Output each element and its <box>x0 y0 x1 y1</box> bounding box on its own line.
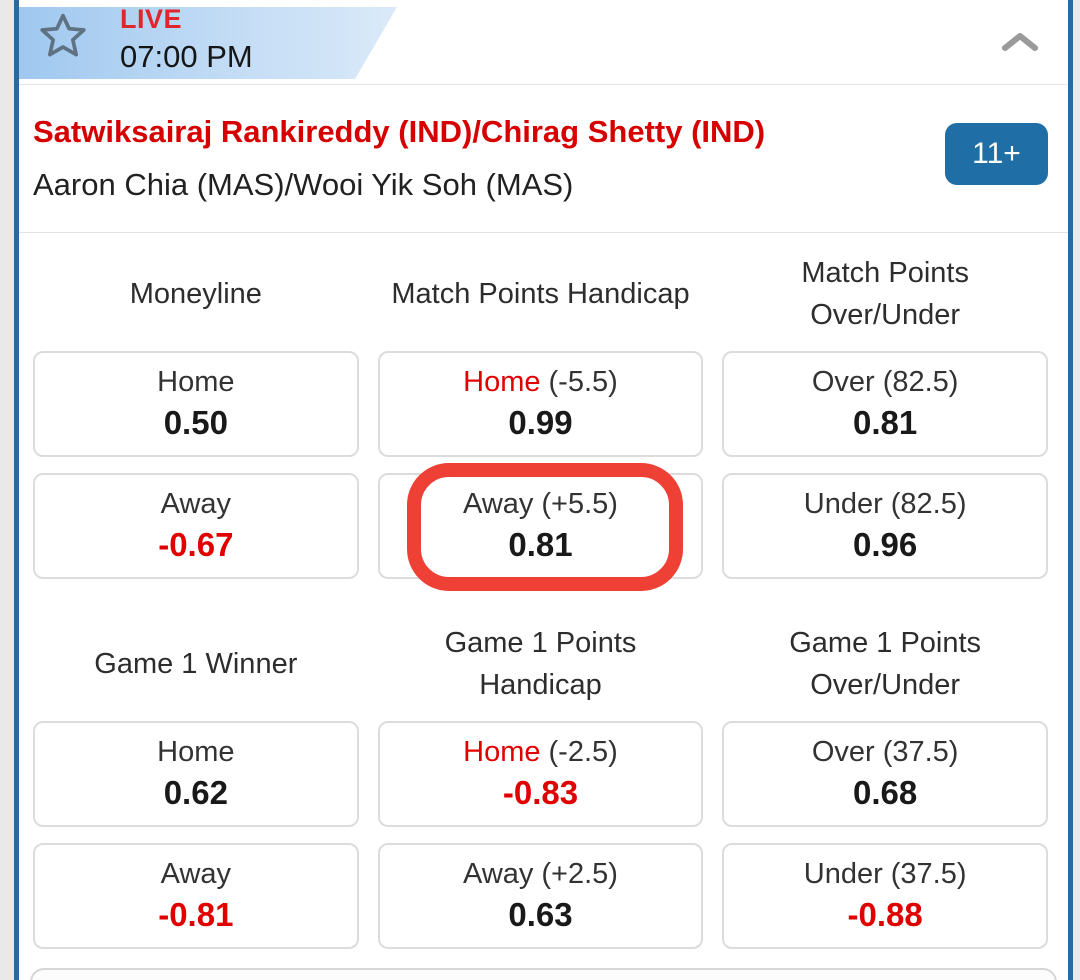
odds-line: (82.5) <box>882 366 959 399</box>
odds-handicap: (-5.5) <box>548 366 618 399</box>
odds-value: -0.83 <box>502 773 579 811</box>
odds-value: 0.96 <box>853 525 918 563</box>
odds-cell-moneyline-away[interactable]: Away -0.67 <box>33 473 359 579</box>
odds-handicap: (+2.5) <box>541 858 618 891</box>
game1-markets-band: Game 1 Winner Game 1 Points Handicap Gam… <box>19 623 1068 949</box>
odds-label: Under <box>803 858 883 891</box>
market-header-game1-winner: Game 1 Winner <box>94 648 298 680</box>
market-header-game1-over-under: Game 1 Points Over/Under <box>789 627 982 701</box>
odds-label: Over <box>811 736 875 769</box>
odds-cell-match-over[interactable]: Over (82.5) 0.81 <box>722 351 1048 457</box>
match-card: LIVE 07:00 PM Satwiksairaj Rankireddy (I… <box>14 0 1073 980</box>
odds-label: Over <box>811 366 875 399</box>
odds-value: 0.81 <box>853 403 918 441</box>
odds-value: 0.68 <box>853 773 918 811</box>
odds-value: -0.81 <box>158 895 234 933</box>
match-header-bar: LIVE 07:00 PM <box>19 0 1068 85</box>
odds-cell-game1-under[interactable]: Under (37.5) -0.88 <box>722 843 1048 949</box>
odds-cell-game1-away[interactable]: Away -0.81 <box>33 843 359 949</box>
odds-cell-game1-handicap-home[interactable]: Home (-2.5) -0.83 <box>377 721 704 827</box>
market-header-match-over-under: Match Points Over/Under <box>801 257 969 331</box>
odds-handicap: (-2.5) <box>548 736 618 769</box>
odds-label: Away <box>463 488 534 521</box>
odds-cell-game1-handicap-away[interactable]: Away (+2.5) 0.63 <box>377 843 704 949</box>
collapse-chevron-icon[interactable] <box>998 28 1042 56</box>
odds-cell-match-handicap-away[interactable]: Away (+5.5) 0.81 <box>377 473 704 579</box>
odds-cell-game1-over[interactable]: Over (37.5) 0.68 <box>722 721 1048 827</box>
odds-value: 0.99 <box>508 403 573 441</box>
odds-label: Under <box>803 488 883 521</box>
odds-label: Away <box>160 488 232 521</box>
odds-value: 0.62 <box>163 773 228 811</box>
favorite-star-icon[interactable] <box>37 10 89 62</box>
away-team-name: Aaron Chia (MAS)/Wooi Yik Soh (MAS) <box>33 167 574 202</box>
odds-label: Home <box>157 366 235 399</box>
market-header-match-handicap: Match Points Handicap <box>391 278 690 310</box>
odds-cell-moneyline-home[interactable]: Home 0.50 <box>33 351 359 457</box>
odds-line: (37.5) <box>890 858 967 891</box>
odds-line: (37.5) <box>882 736 959 769</box>
market-header-game1-handicap: Game 1 Points Handicap <box>444 627 637 701</box>
odds-value: -0.67 <box>158 525 234 563</box>
odds-value: 0.50 <box>163 403 228 441</box>
odds-cell-game1-home[interactable]: Home 0.62 <box>33 721 359 827</box>
odds-value: 0.81 <box>508 525 573 563</box>
odds-value: 0.63 <box>508 895 573 933</box>
live-time-block: LIVE 07:00 PM <box>120 4 253 74</box>
odds-line: (82.5) <box>890 488 967 521</box>
odds-cell-match-under[interactable]: Under (82.5) 0.96 <box>722 473 1048 579</box>
home-team-name: Satwiksairaj Rankireddy (IND)/Chirag She… <box>33 114 766 149</box>
live-label: LIVE <box>120 4 183 34</box>
market-header-moneyline: Moneyline <box>129 278 262 310</box>
next-match-card-edge[interactable] <box>30 968 1057 980</box>
odds-label: Away <box>160 858 232 891</box>
odds-label: Home <box>463 366 541 399</box>
odds-label: Home <box>463 736 541 769</box>
odds-handicap: (+5.5) <box>541 488 618 521</box>
more-markets-badge[interactable]: 11+ <box>945 123 1048 185</box>
odds-cell-match-handicap-home[interactable]: Home (-5.5) 0.99 <box>377 351 704 457</box>
match-teams-section: Satwiksairaj Rankireddy (IND)/Chirag She… <box>19 85 1068 233</box>
odds-label: Home <box>157 736 235 769</box>
odds-label: Away <box>463 858 534 891</box>
match-markets-band: Moneyline Match Points Handicap Match Po… <box>19 253 1068 579</box>
odds-value: -0.88 <box>847 895 923 933</box>
live-ribbon <box>19 7 397 79</box>
match-time: 07:00 PM <box>120 39 253 74</box>
